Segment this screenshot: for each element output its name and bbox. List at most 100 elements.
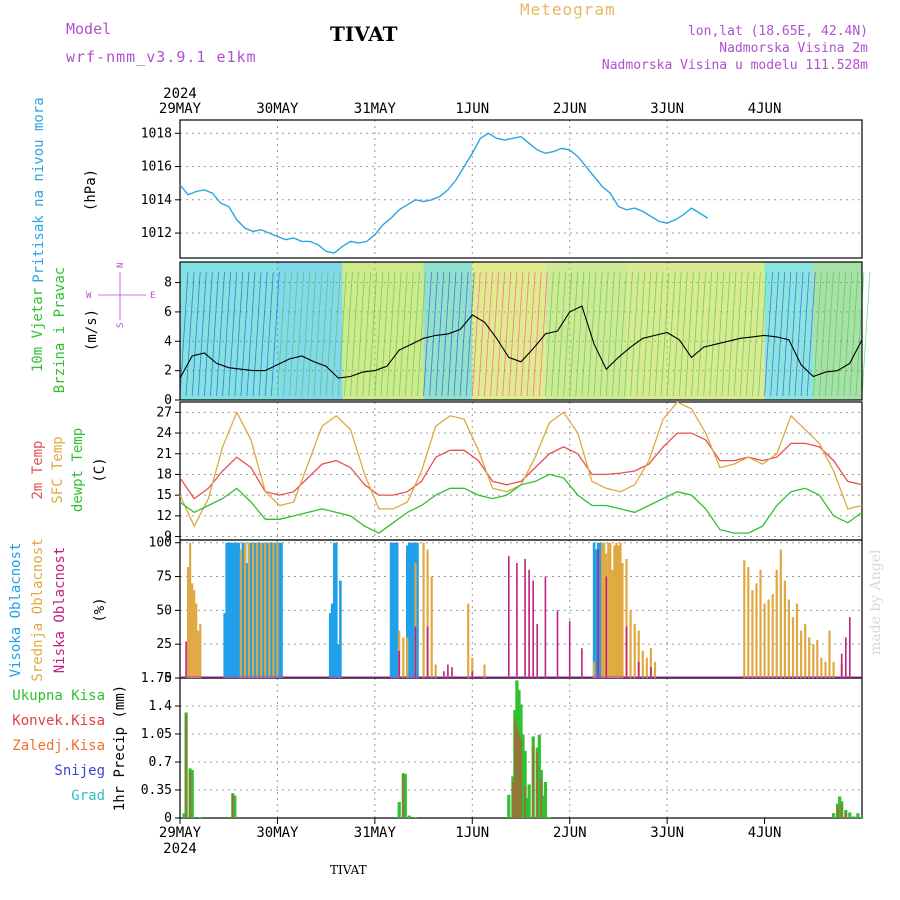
mid-cloud-bar: [808, 637, 811, 678]
total-precip-bar: [403, 774, 407, 818]
high-cloud-bar: [412, 542, 415, 678]
total-precip-bar: [407, 815, 411, 818]
wind-barb: [849, 271, 859, 397]
wind-label-2: Brzina i Pravac: [52, 267, 68, 393]
wind-barb: [544, 271, 554, 397]
total-precip-bar: [543, 782, 547, 818]
wind-barb: [289, 271, 299, 397]
conv-precip-bar: [540, 778, 543, 818]
wind-barb: [678, 271, 688, 397]
wind-barb: [739, 271, 749, 397]
mid-cloud-bar: [828, 630, 831, 678]
high-cloud-bar: [231, 542, 235, 678]
total-precip-bar: [233, 795, 237, 818]
mid-cloud-bar: [653, 661, 657, 678]
mid-cloud-bar: [406, 637, 409, 678]
mid-cloud-bar: [187, 567, 190, 678]
high-cloud-bar: [245, 563, 249, 678]
high-cloud-bar: [233, 542, 237, 678]
wind-barb: [861, 271, 871, 397]
wind-barb: [709, 271, 719, 397]
mid-cloud-bar: [625, 558, 628, 678]
high-cloud-bar: [229, 542, 232, 678]
wind-barb: [764, 271, 773, 397]
time-tick-label-bottom: 31MAY: [354, 825, 397, 841]
wind-barb: [331, 271, 341, 397]
wind-barb: [368, 271, 378, 397]
wind-barb: [636, 271, 646, 397]
wind-barb: [325, 271, 335, 397]
wind-barb: [758, 271, 767, 397]
wind-barb: [295, 271, 305, 397]
mid-cloud-bar: [422, 542, 425, 678]
high-cloud-bar: [235, 542, 239, 678]
high-cloud-bar: [278, 542, 281, 678]
total-precip-bar: [523, 750, 527, 818]
pressure-unit-label: (hPa): [83, 169, 99, 211]
time-tick-label-bottom: 29MAY: [159, 825, 202, 841]
mid-cloud-bar: [239, 549, 242, 678]
high-cloud-bar: [261, 542, 265, 678]
low-cloud-bar: [447, 664, 449, 678]
wind-barb: [715, 271, 725, 397]
mid-cloud-bar: [260, 542, 263, 678]
time-tick-label-bottom: 4JUN: [748, 825, 782, 841]
mid-cloud-bar: [414, 563, 417, 678]
low-cloud-bar: [536, 623, 538, 678]
total-precip-bar: [525, 798, 529, 818]
mid-cloud-bar: [613, 545, 616, 678]
temp-unit-label: (C): [92, 457, 108, 482]
high-cloud-bar: [592, 542, 596, 678]
wind-barb: [697, 271, 706, 397]
wind-barb: [557, 271, 566, 397]
wind-barb-field: [472, 262, 546, 400]
wind-barb: [745, 271, 755, 397]
high-cloud-bar: [389, 542, 393, 678]
total-precip-bar: [397, 802, 401, 818]
wind-barb: [477, 271, 487, 397]
high-cloud-bar: [408, 542, 411, 678]
wind-label-1: 10m Vjetar: [30, 288, 46, 372]
conv-precip-bar: [840, 803, 843, 818]
frozen-precip-label: Zaledj.Kisa: [12, 738, 105, 754]
mid-cloud-bar: [615, 542, 618, 678]
wind-barb: [502, 271, 512, 397]
high-cloud-bar: [391, 542, 395, 678]
wind-barb: [380, 271, 390, 397]
conv-precip-label: Konvek.Kisa: [12, 713, 105, 729]
wind-barb: [520, 271, 530, 397]
wind-barb: [453, 271, 463, 397]
wind-barb: [465, 271, 475, 397]
mid-cloud-bar: [641, 650, 644, 678]
mid-cloud-bar: [483, 664, 486, 678]
wind-barb: [203, 271, 213, 397]
wind-barb: [246, 271, 256, 397]
low-cloud-bar: [398, 650, 400, 678]
mid-cloud-bar: [264, 542, 267, 678]
wind-barb: [319, 271, 329, 397]
conv-precip-bar: [514, 718, 516, 818]
low-cloud-bar: [849, 617, 851, 678]
total-precip-bar: [413, 817, 418, 818]
wind-barb: [843, 271, 853, 397]
time-tick-label-top: 2JUN: [553, 101, 587, 117]
temp-2m-line: [179, 432, 863, 500]
wind-barb: [575, 271, 585, 397]
time-tick-label-bottom: 3JUN: [650, 825, 684, 841]
temperature-panel-frame: [179, 401, 863, 541]
low-cloud-bar: [451, 667, 453, 678]
low-cloud-bar: [581, 648, 583, 678]
mid-cloud-bar: [832, 661, 835, 678]
mid-cloud-bar: [601, 542, 604, 678]
low-cloud-bar: [185, 641, 187, 678]
sfc-temp-label: SFC Temp: [50, 436, 66, 503]
mid-cloud-bar: [256, 542, 259, 678]
mid-cloud-bar: [820, 657, 823, 678]
mid-cloud-bar: [268, 542, 271, 678]
mid-cloud-bar: [755, 583, 758, 678]
wind-barb: [270, 271, 280, 397]
conv-precip-bar: [232, 794, 234, 818]
wind-barb: [776, 271, 786, 397]
snow-label: Snijeg: [54, 763, 105, 779]
total-precip-label: Ukupna Kisa: [12, 688, 105, 704]
